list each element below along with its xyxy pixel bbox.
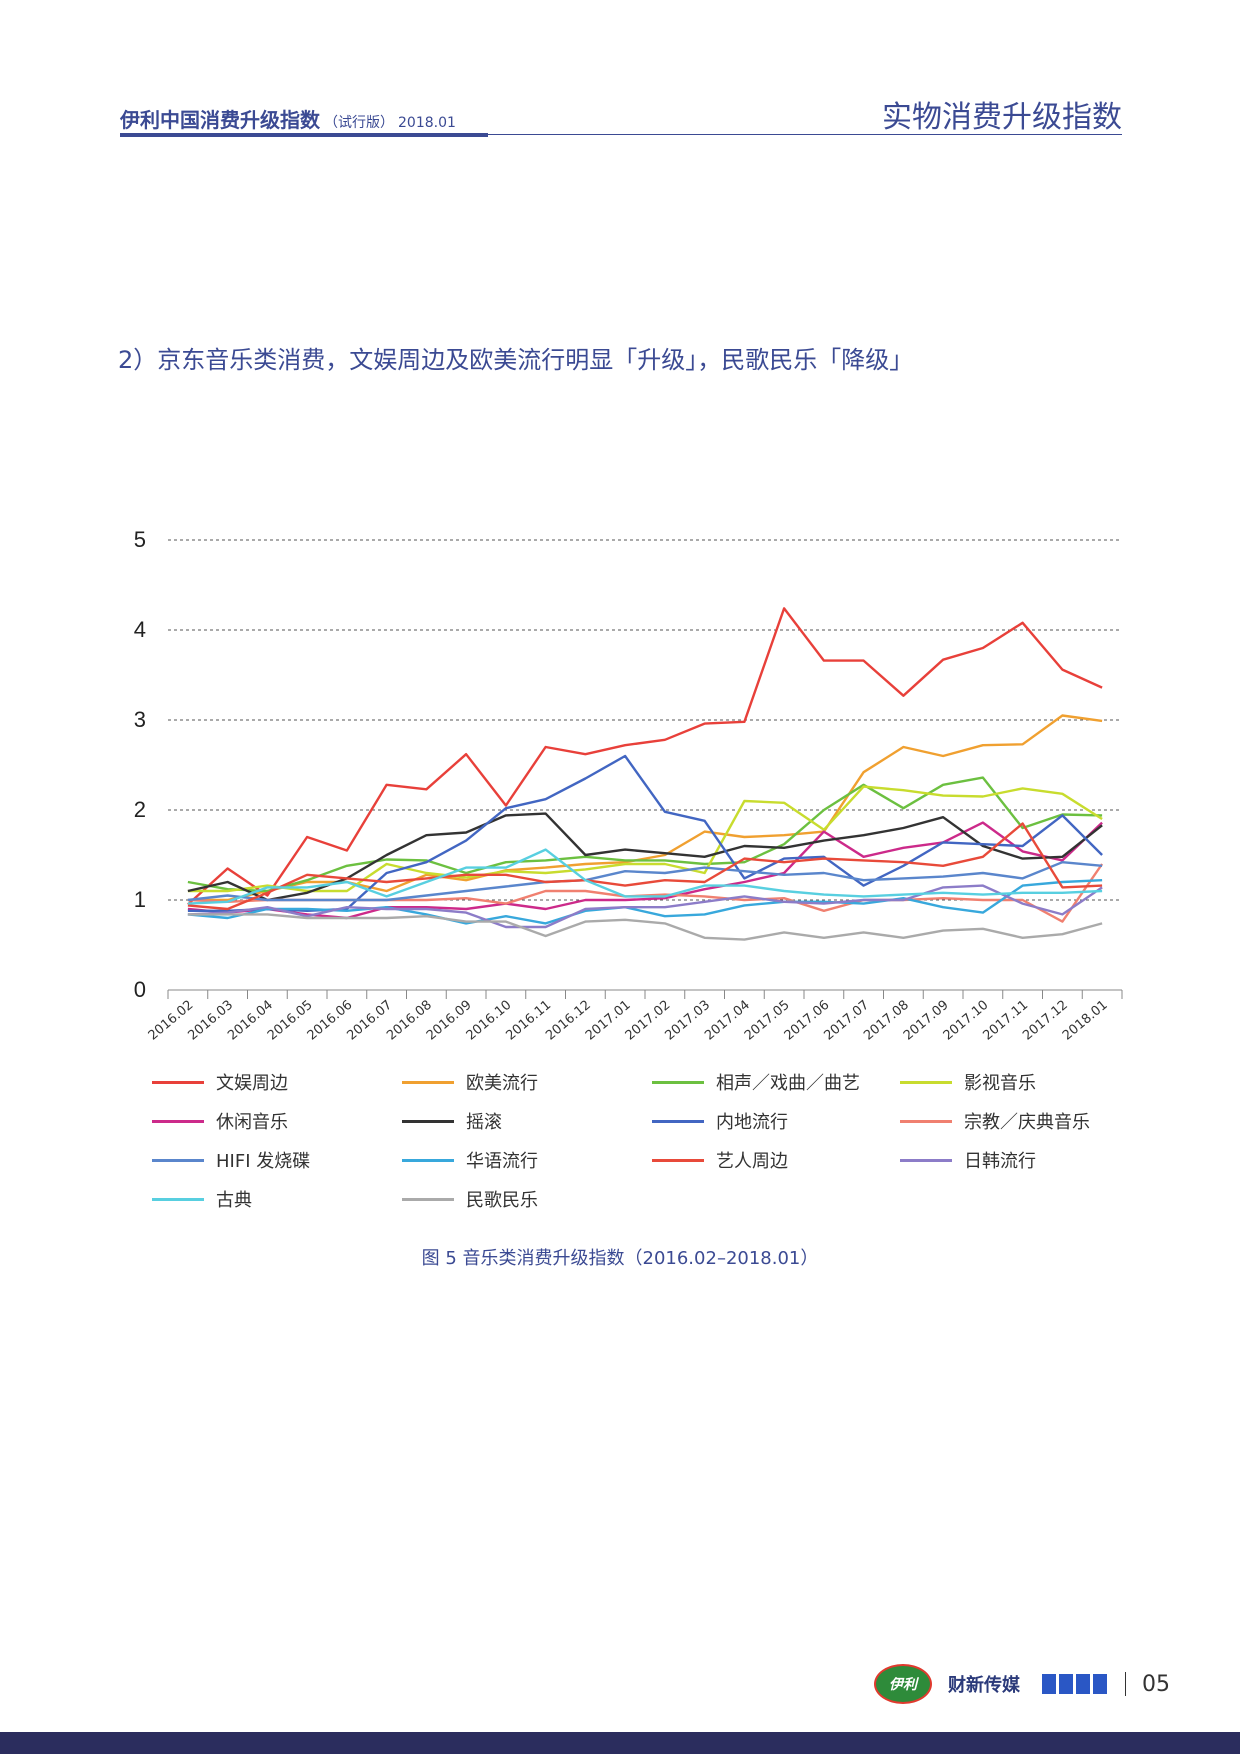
legend-swatch <box>152 1158 204 1162</box>
y-tick-label: 5 <box>134 527 146 552</box>
series-line <box>187 607 1103 906</box>
report-brand: 伊利中国消费升级指数 <box>120 108 320 132</box>
y-tick-label: 3 <box>134 707 146 732</box>
legend-item: 欧美流行 <box>402 1070 538 1094</box>
legend-item: 日韩流行 <box>900 1148 1036 1172</box>
series-line <box>187 879 1103 925</box>
legend-label: 宗教／庆典音乐 <box>964 1112 1090 1133</box>
legend-swatch <box>152 1119 204 1123</box>
report-header: 伊利中国消费升级指数 （试行版） 2018.01 <box>120 104 456 133</box>
legend-label: 休闲音乐 <box>216 1112 288 1133</box>
legend-swatch <box>402 1119 454 1123</box>
report-edition: （试行版） <box>324 115 394 131</box>
line-chart: 0123452016.022016.032016.042016.052016.0… <box>134 527 1123 1044</box>
section-name: 实物消费升级指数 <box>882 100 1122 135</box>
legend-item: 休闲音乐 <box>152 1109 288 1133</box>
series-line <box>187 848 1103 905</box>
x-tick-label: 2018.01 <box>1060 998 1111 1044</box>
y-tick-label: 4 <box>134 617 146 642</box>
legend-label: 文娱周边 <box>216 1073 288 1094</box>
legend-swatch <box>652 1119 704 1123</box>
legend-item: 民歌民乐 <box>402 1187 538 1211</box>
y-tick-label: 0 <box>134 977 146 1002</box>
y-tick-label: 1 <box>134 887 146 912</box>
series-line <box>187 785 1103 893</box>
legend-swatch <box>652 1158 704 1162</box>
legend-label: 内地流行 <box>716 1112 788 1133</box>
section-title: 2）京东音乐类消费，文娱周边及欧美流行明显「升级」，民歌民乐「降级」 <box>118 346 914 374</box>
legend-label: 古典 <box>216 1190 252 1211</box>
series-line <box>187 861 1103 902</box>
legend-swatch <box>900 1080 952 1084</box>
legend-label: 摇滚 <box>466 1112 502 1133</box>
legend-item: 华语流行 <box>402 1148 538 1172</box>
series-line <box>187 821 1103 920</box>
legend-label: 欧美流行 <box>466 1073 538 1094</box>
legend-label: 日韩流行 <box>964 1151 1036 1172</box>
figure-caption: 图 5 音乐类消费升级指数（2016.02–2018.01） <box>421 1248 819 1269</box>
legend-label: 艺人周边 <box>716 1151 788 1172</box>
legend-label: 民歌民乐 <box>466 1190 538 1211</box>
legend-swatch <box>900 1119 952 1123</box>
legend-label: 相声／戏曲／曲艺 <box>716 1073 860 1094</box>
legend-swatch <box>402 1080 454 1084</box>
legend-item: 文娱周边 <box>152 1070 288 1094</box>
caixin-logo: 财新传媒 <box>948 1675 1020 1696</box>
y-tick-label: 2 <box>134 797 146 822</box>
legend-item: 影视音乐 <box>900 1070 1036 1094</box>
legend-item: 古典 <box>152 1187 252 1211</box>
legend-label: 华语流行 <box>466 1151 538 1172</box>
legend-swatch <box>402 1197 454 1201</box>
legend-item: 摇滚 <box>402 1109 502 1133</box>
legend-label: 影视音乐 <box>964 1073 1036 1094</box>
series-line <box>187 776 1103 893</box>
page-number: 05 <box>1142 1671 1170 1697</box>
series-line <box>187 884 1103 929</box>
legend-swatch <box>402 1158 454 1162</box>
legend-swatch <box>152 1080 204 1084</box>
series-line <box>187 822 1103 911</box>
legend-item: 艺人周边 <box>652 1148 788 1172</box>
bottom-bar <box>0 1732 1240 1754</box>
yili-logo: 伊利 <box>874 1664 932 1704</box>
series-line <box>187 913 1103 941</box>
bbd-logo <box>1042 1674 1107 1694</box>
header-divider-accent <box>120 133 488 137</box>
legend-item: HIFI 发烧碟 <box>152 1148 310 1172</box>
legend-item: 内地流行 <box>652 1109 788 1133</box>
footer-separator <box>1125 1672 1126 1696</box>
footer-logos: 伊利 财新传媒 05 <box>874 1664 1170 1704</box>
legend-swatch <box>900 1158 952 1162</box>
legend-swatch <box>652 1080 704 1084</box>
report-date: 2018.01 <box>398 115 456 131</box>
series-line <box>187 812 1103 902</box>
legend-item: 相声／戏曲／曲艺 <box>652 1070 860 1094</box>
legend-item: 宗教／庆典音乐 <box>900 1109 1090 1133</box>
header-divider <box>120 134 1122 135</box>
legend-swatch <box>152 1197 204 1201</box>
legend-label: HIFI 发烧碟 <box>216 1151 311 1172</box>
